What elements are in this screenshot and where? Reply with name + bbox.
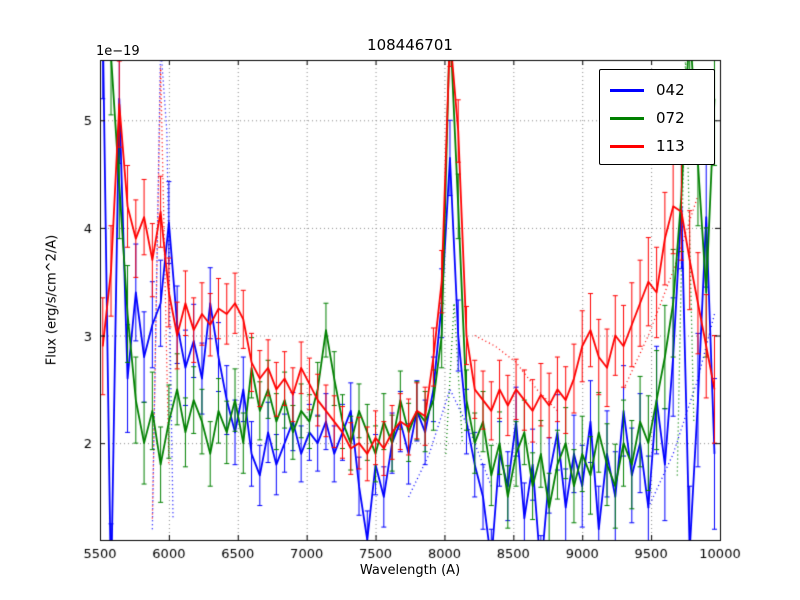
legend-entry-2: 072 [600, 104, 714, 132]
legend-line-swatch-red [610, 144, 644, 148]
plot-title: 108446701 [367, 36, 453, 54]
y-axis-label: Flux (erg/s/cm^2/A) [44, 234, 60, 366]
legend: 042 072 113 [599, 69, 715, 165]
legend-line-swatch-green [610, 116, 644, 120]
legend-label-072: 072 [656, 108, 685, 127]
legend-label-113: 113 [656, 136, 685, 155]
legend-entry-1: 042 [600, 76, 714, 104]
y-axis-offset-label: 1e−19 [96, 44, 140, 59]
legend-line-swatch-blue [610, 88, 644, 92]
x-axis-label: Wavelength (A) [359, 563, 461, 578]
legend-entry-3: 113 [600, 132, 714, 160]
legend-label-042: 042 [656, 80, 685, 99]
